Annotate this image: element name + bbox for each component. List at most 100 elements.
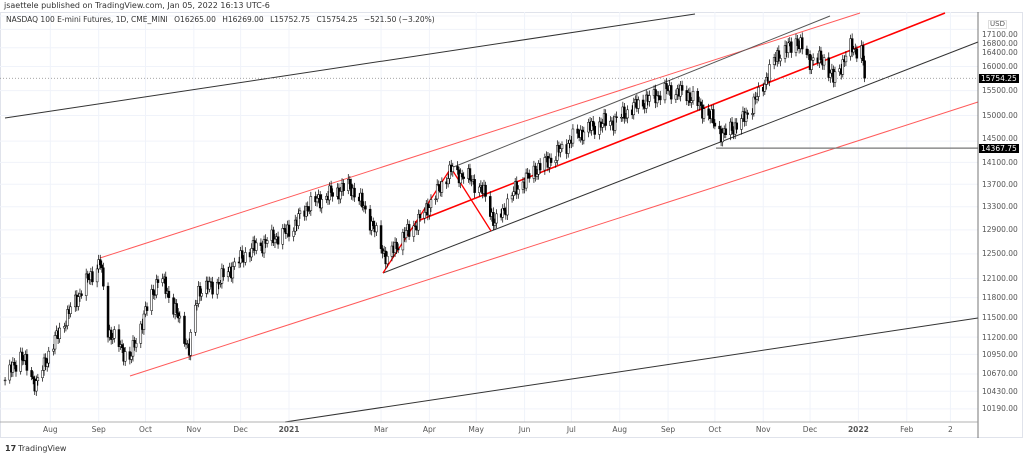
candle xyxy=(361,188,364,211)
candle-body xyxy=(679,85,682,97)
candle xyxy=(515,176,519,200)
candle-body xyxy=(593,125,597,135)
candle xyxy=(259,238,263,252)
candle-body xyxy=(308,210,311,212)
candle-body xyxy=(36,377,40,382)
candle xyxy=(604,109,607,131)
candle-body xyxy=(47,350,51,364)
candle xyxy=(744,107,748,127)
candle xyxy=(699,98,703,109)
candle xyxy=(41,365,44,382)
candle xyxy=(120,339,124,354)
candle-body xyxy=(297,213,300,226)
candle-body xyxy=(456,166,459,171)
candle-body xyxy=(699,101,703,106)
candle-body xyxy=(601,123,604,128)
candle xyxy=(200,288,203,301)
candle xyxy=(488,191,492,220)
candle xyxy=(36,373,40,386)
candle xyxy=(395,238,398,254)
tradingview-logo[interactable]: 17 TradingView xyxy=(5,444,66,453)
candle-body xyxy=(527,173,531,179)
candle-body xyxy=(674,94,678,100)
candle xyxy=(861,41,865,66)
candle xyxy=(615,111,618,123)
candle-body xyxy=(111,338,114,340)
candle xyxy=(222,264,225,281)
candle xyxy=(219,280,222,288)
candle xyxy=(735,118,738,134)
candle xyxy=(623,102,626,124)
candle-body xyxy=(131,340,135,357)
candle xyxy=(763,79,767,95)
channel-upper-red[interactable] xyxy=(99,12,861,259)
candle xyxy=(109,326,113,345)
candle-body xyxy=(77,296,80,307)
candle-body xyxy=(41,370,44,379)
candle-body xyxy=(623,106,626,119)
candle xyxy=(417,209,420,235)
candle xyxy=(435,179,439,203)
channel-lower-black[interactable] xyxy=(382,41,979,274)
candle xyxy=(342,179,345,196)
trendline-bottom-black[interactable] xyxy=(284,317,979,423)
candle xyxy=(272,226,275,246)
x-tick-label: Jul xyxy=(566,425,576,434)
candle-body xyxy=(663,83,667,101)
candle-body xyxy=(139,323,143,344)
candle-body xyxy=(503,208,506,211)
candle xyxy=(418,209,422,223)
candle xyxy=(679,80,682,102)
legend-symbol[interactable]: NASDAQ 100 E-mini Futures, 1D, CME_MINI xyxy=(6,15,168,24)
candle xyxy=(713,119,717,130)
candle-body xyxy=(379,225,383,249)
candle-body xyxy=(571,128,575,144)
candle-body xyxy=(130,355,133,360)
candle-body xyxy=(259,242,263,246)
candle xyxy=(620,113,623,122)
candle xyxy=(113,326,116,343)
trendline-top-black[interactable] xyxy=(4,13,696,119)
candle-body xyxy=(309,196,313,211)
candle xyxy=(66,305,69,330)
candle-body xyxy=(386,256,389,265)
candle-body xyxy=(833,71,837,83)
candle xyxy=(740,114,743,135)
candle xyxy=(297,208,300,230)
candle xyxy=(484,181,487,202)
channel-lower-red[interactable] xyxy=(129,101,979,377)
candle-body xyxy=(459,173,462,184)
candle-body xyxy=(696,91,699,106)
candle xyxy=(145,302,149,316)
y-tick-label: 16000.00 xyxy=(982,61,1018,71)
candle-body xyxy=(20,351,24,361)
candle-body xyxy=(559,148,562,153)
x-tick-label: Jun xyxy=(518,425,531,434)
candle-body xyxy=(134,343,138,348)
candle-body xyxy=(626,109,629,119)
candle xyxy=(195,300,199,311)
candle xyxy=(233,257,236,270)
candle-body xyxy=(175,303,178,313)
candle xyxy=(95,264,99,288)
candle-body xyxy=(375,225,378,233)
candle-body xyxy=(161,278,164,283)
candle-body xyxy=(195,303,199,306)
y-tick-label: 16400.00 xyxy=(982,47,1018,57)
candle xyxy=(98,254,102,270)
candle-body xyxy=(306,206,309,212)
candle xyxy=(669,82,673,105)
candle xyxy=(3,377,7,386)
candle xyxy=(283,223,286,233)
channel-upper-black[interactable] xyxy=(450,15,831,169)
candle xyxy=(524,168,528,192)
candle xyxy=(543,153,547,175)
candle-body xyxy=(44,357,47,367)
candle-body xyxy=(437,184,441,187)
candle xyxy=(591,115,595,131)
candle xyxy=(404,227,408,243)
candle xyxy=(493,218,497,230)
candle xyxy=(100,260,104,273)
candle-body xyxy=(740,118,743,130)
